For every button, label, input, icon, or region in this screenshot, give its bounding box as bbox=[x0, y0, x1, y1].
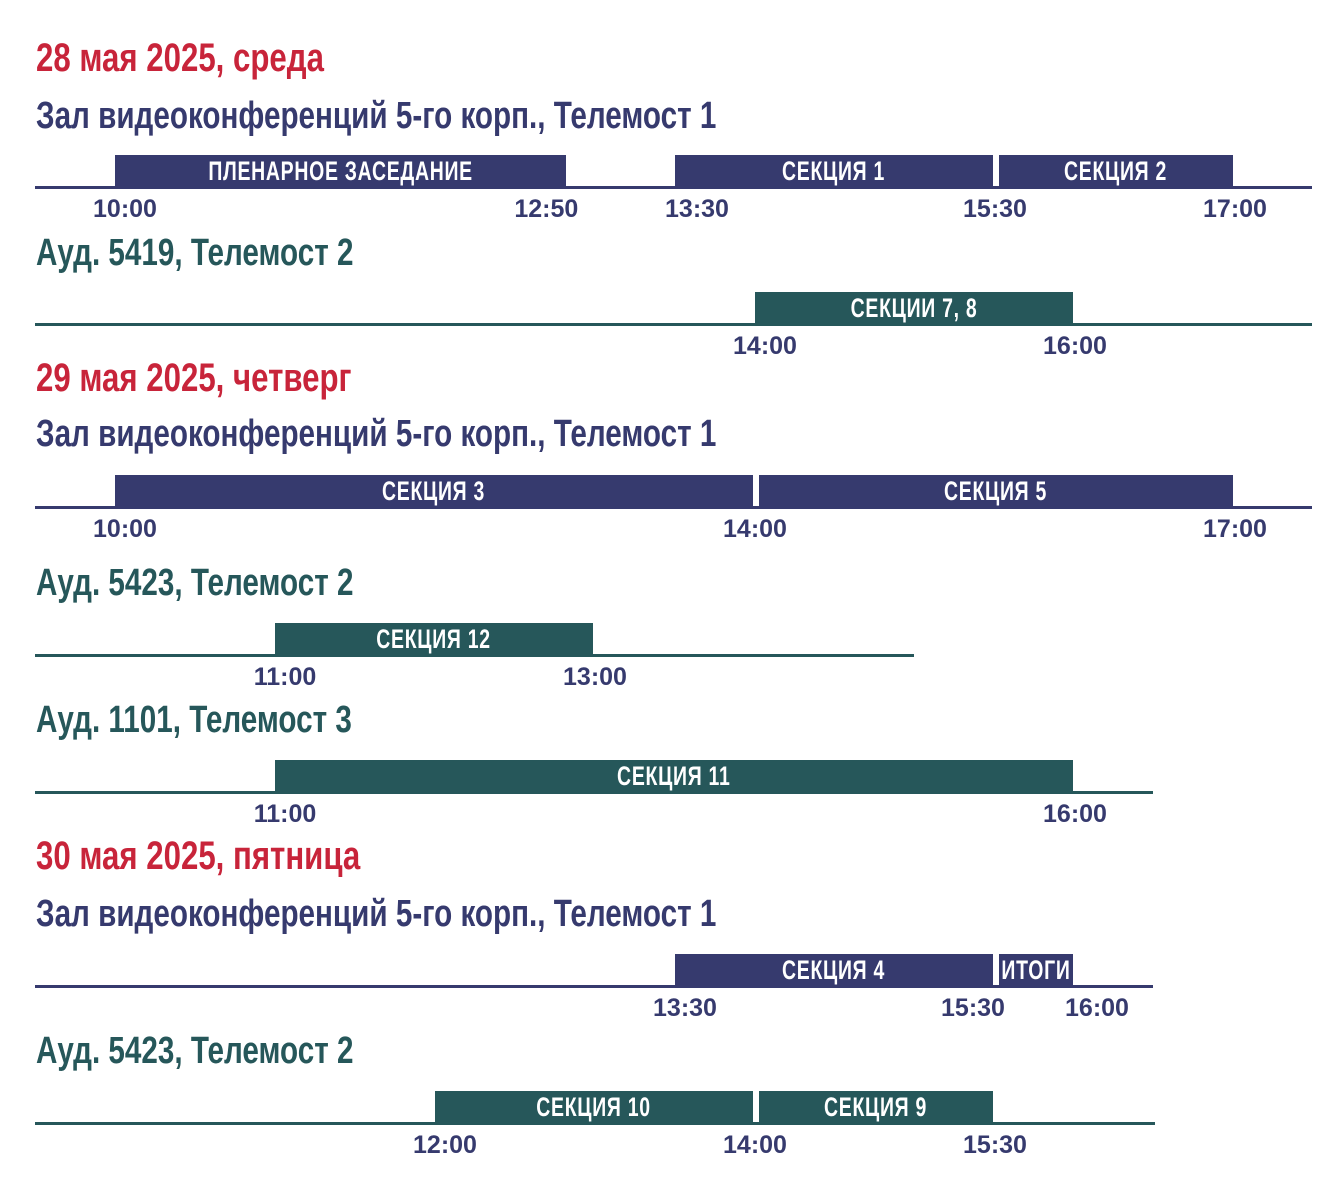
session-label: СЕКЦИЯ 5 bbox=[944, 475, 1048, 506]
time-label: 13:30 bbox=[653, 994, 717, 1022]
session-label: СЕКЦИЯ 3 bbox=[382, 475, 486, 506]
time-label: 14:00 bbox=[723, 515, 787, 543]
session-label: СЕКЦИЯ 1 bbox=[782, 155, 886, 186]
time-label: 11:00 bbox=[253, 663, 317, 691]
session-block: СЕКЦИЯ 10 bbox=[435, 1091, 753, 1123]
session-label: ИТОГИ bbox=[1001, 954, 1071, 985]
session-block: СЕКЦИЯ 4 bbox=[675, 954, 993, 986]
timeline-baseline bbox=[35, 654, 914, 657]
time-label: 15:30 bbox=[941, 994, 1005, 1022]
session-label: СЕКЦИИ 7, 8 bbox=[850, 292, 978, 323]
session-block: СЕКЦИЯ 1 bbox=[675, 155, 993, 187]
session-block: СЕКЦИЯ 11 bbox=[275, 760, 1073, 792]
session-block: СЕКЦИЯ 2 bbox=[999, 155, 1233, 187]
session-label: СЕКЦИЯ 9 bbox=[824, 1091, 928, 1122]
time-label: 13:00 bbox=[563, 663, 627, 691]
session-block: СЕКЦИЯ 12 bbox=[275, 623, 593, 655]
venue-title: Зал видеоконференций 5-го корп., Телемос… bbox=[36, 95, 717, 137]
time-label: 15:30 bbox=[963, 195, 1027, 223]
timeline-baseline bbox=[35, 985, 1153, 988]
day-title-2: 29 мая 2025, четверг bbox=[36, 356, 352, 400]
session-block: ИТОГИ bbox=[999, 954, 1073, 986]
time-label: 16:00 bbox=[1043, 800, 1107, 828]
venue-title: Ауд. 5423, Телемост 2 bbox=[36, 1030, 354, 1072]
time-label: 17:00 bbox=[1203, 515, 1267, 543]
session-block: СЕКЦИИ 7, 8 bbox=[755, 292, 1073, 324]
venue-title: Ауд. 5423, Телемост 2 bbox=[36, 562, 354, 604]
time-label: 14:00 bbox=[733, 332, 797, 360]
session-label: СЕКЦИЯ 4 bbox=[782, 954, 886, 985]
session-label: СЕКЦИЯ 11 bbox=[617, 760, 731, 791]
timeline-baseline bbox=[35, 1122, 1155, 1125]
time-label: 12:50 bbox=[514, 195, 579, 223]
venue-title: Ауд. 5419, Телемост 2 bbox=[36, 232, 354, 274]
venue-title: Ауд. 1101, Телемост 3 bbox=[36, 699, 352, 741]
timeline-baseline bbox=[35, 186, 1312, 189]
time-label: 17:00 bbox=[1203, 195, 1267, 223]
session-label: ПЛЕНАРНОЕ ЗАСЕДАНИЕ bbox=[208, 155, 473, 186]
time-label: 14:00 bbox=[723, 1131, 787, 1159]
session-label: СЕКЦИЯ 10 bbox=[536, 1091, 652, 1122]
venue-title: Зал видеоконференций 5-го корп., Телемос… bbox=[36, 413, 717, 455]
session-label: СЕКЦИЯ 2 bbox=[1064, 155, 1168, 186]
day-title-3: 30 мая 2025, пятница bbox=[36, 834, 361, 878]
time-label: 13:30 bbox=[665, 195, 729, 223]
session-block: ПЛЕНАРНОЕ ЗАСЕДАНИЕ bbox=[115, 155, 567, 187]
timeline-baseline bbox=[35, 791, 1153, 794]
time-label: 10:00 bbox=[93, 515, 157, 543]
venue-title: Зал видеоконференций 5-го корп., Телемос… bbox=[36, 893, 717, 935]
session-block: СЕКЦИЯ 9 bbox=[759, 1091, 993, 1123]
timeline-baseline bbox=[35, 506, 1312, 509]
time-label: 11:00 bbox=[253, 800, 317, 828]
time-label: 15:30 bbox=[963, 1131, 1027, 1159]
session-block: СЕКЦИЯ 3 bbox=[115, 475, 753, 507]
time-label: 10:00 bbox=[93, 195, 157, 223]
session-block: СЕКЦИЯ 5 bbox=[759, 475, 1233, 507]
time-label: 16:00 bbox=[1065, 994, 1129, 1022]
timeline-baseline bbox=[35, 323, 1312, 326]
time-label: 12:00 bbox=[413, 1131, 477, 1159]
session-label: СЕКЦИЯ 12 bbox=[376, 623, 492, 654]
time-label: 16:00 bbox=[1043, 332, 1107, 360]
day-title-1: 28 мая 2025, среда bbox=[36, 36, 324, 80]
